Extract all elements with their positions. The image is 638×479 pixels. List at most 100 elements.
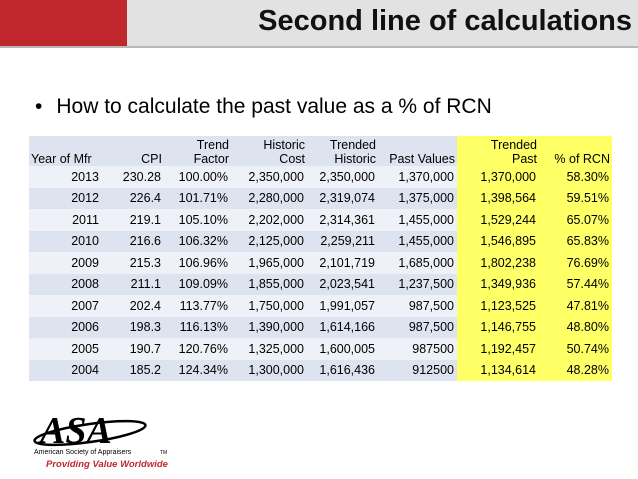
header-past-values: Past Values [378, 136, 457, 166]
table-row: 2011 219.1 105.10% 2,202,000 2,314,361 1,455,… [29, 209, 612, 231]
logo-letters: ASA [38, 410, 112, 452]
cell-trended-historic: 1,614,166 [307, 316, 378, 338]
table-row: 2010 216.6 106.32% 2,125,000 2,259,211 1,455,… [29, 230, 612, 252]
cell-trended-past: 1,398,564 [457, 187, 539, 209]
cell-percent-rcn: 59.51% [539, 187, 612, 209]
cell-historic-cost: 1,300,000 [231, 359, 307, 381]
cell-trended-historic: 1,616,436 [307, 359, 378, 381]
cell-trend-factor: 113.77% [164, 295, 231, 317]
table-row: 2006 198.3 116.13% 1,390,000 1,614,166 987,50… [29, 316, 612, 338]
cell-past-values: 1,375,000 [378, 187, 457, 209]
cell-cpi: 202.4 [103, 295, 164, 317]
cell-trend-factor: 109.09% [164, 273, 231, 295]
table-row: 2005 190.7 120.76% 1,325,000 1,600,005 987500… [29, 338, 612, 360]
cell-trended-past: 1,370,000 [457, 166, 539, 188]
cell-percent-rcn: 76.69% [539, 252, 612, 274]
cell-trend-factor: 106.96% [164, 252, 231, 274]
cell-cpi: 215.3 [103, 252, 164, 274]
cell-historic-cost: 1,750,000 [231, 295, 307, 317]
logo-org: American Society of Appraisers [34, 449, 132, 456]
table-row: 2007 202.4 113.77% 1,750,000 1,991,057 987,50… [29, 295, 612, 317]
table-header-row: Year of Mfr CPI Trend Factor Historic Cost… [29, 136, 612, 166]
header-cpi: CPI [103, 136, 164, 166]
cell-cpi: 216.6 [103, 230, 164, 252]
cell-year: 2009 [29, 252, 103, 274]
cell-trended-past: 1,349,936 [457, 273, 539, 295]
cell-historic-cost: 2,350,000 [231, 166, 307, 188]
cell-historic-cost: 2,125,000 [231, 230, 307, 252]
cell-trended-historic: 2,319,074 [307, 187, 378, 209]
cell-percent-rcn: 65.07% [539, 209, 612, 231]
cell-trended-past: 1,192,457 [457, 338, 539, 360]
table-row: 2013 230.28 100.00% 2,350,000 2,350,000 1,370… [29, 166, 612, 188]
cell-past-values: 987,500 [378, 295, 457, 317]
title-band: Second line of calculations [127, 0, 638, 46]
cell-historic-cost: 1,390,000 [231, 316, 307, 338]
asa-logo: ASA American Society of Appraisers TM Pr… [33, 410, 169, 470]
accent-bar [0, 0, 127, 46]
cell-percent-rcn: 65.83% [539, 230, 612, 252]
table-row: 2009 215.3 106.96% 1,965,000 2,101,719 1,685,… [29, 252, 612, 274]
cell-trended-past: 1,123,525 [457, 295, 539, 317]
cell-year: 2012 [29, 187, 103, 209]
cell-historic-cost: 1,325,000 [231, 338, 307, 360]
cell-cpi: 226.4 [103, 187, 164, 209]
cell-percent-rcn: 48.80% [539, 316, 612, 338]
cell-cpi: 198.3 [103, 316, 164, 338]
cell-historic-cost: 1,965,000 [231, 252, 307, 274]
title-divider [0, 46, 638, 48]
cell-trended-historic: 2,350,000 [307, 166, 378, 188]
cell-trend-factor: 124.34% [164, 359, 231, 381]
header-historic-cost: Historic Cost [231, 136, 307, 166]
cell-trend-factor: 106.32% [164, 230, 231, 252]
cell-past-values: 1,685,000 [378, 252, 457, 274]
cell-cpi: 185.2 [103, 359, 164, 381]
table-row: 2008 211.1 109.09% 1,855,000 2,023,541 1,237,… [29, 273, 612, 295]
calculation-table: Year of Mfr CPI Trend Factor Historic Cost… [29, 136, 612, 381]
table-row: 2004 185.2 124.34% 1,300,000 1,616,436 912500… [29, 359, 612, 381]
cell-trended-past: 1,546,895 [457, 230, 539, 252]
cell-year: 2008 [29, 273, 103, 295]
cell-cpi: 219.1 [103, 209, 164, 231]
cell-trended-past: 1,802,238 [457, 252, 539, 274]
cell-past-values: 912500 [378, 359, 457, 381]
header-trended-past: Trended Past [457, 136, 539, 166]
cell-percent-rcn: 57.44% [539, 273, 612, 295]
cell-percent-rcn: 47.81% [539, 295, 612, 317]
header-trended-historic: Trended Historic [307, 136, 378, 166]
cell-percent-rcn: 48.28% [539, 359, 612, 381]
cell-past-values: 1,370,000 [378, 166, 457, 188]
cell-trended-historic: 2,314,361 [307, 209, 378, 231]
cell-cpi: 190.7 [103, 338, 164, 360]
cell-year: 2005 [29, 338, 103, 360]
cell-past-values: 1,237,500 [378, 273, 457, 295]
cell-year: 2006 [29, 316, 103, 338]
cell-trended-historic: 2,023,541 [307, 273, 378, 295]
cell-percent-rcn: 58.30% [539, 166, 612, 188]
cell-trended-past: 1,529,244 [457, 209, 539, 231]
logo-swoosh [33, 419, 147, 447]
bullet-point: • How to calculate the past value as a % … [35, 95, 492, 119]
cell-year: 2011 [29, 209, 103, 231]
cell-year: 2007 [29, 295, 103, 317]
cell-trended-historic: 1,600,005 [307, 338, 378, 360]
cell-historic-cost: 2,202,000 [231, 209, 307, 231]
logo-tagline: Providing Value Worldwide [46, 459, 169, 470]
cell-past-values: 987,500 [378, 316, 457, 338]
cell-trend-factor: 116.13% [164, 316, 231, 338]
header-year: Year of Mfr [29, 136, 103, 166]
cell-past-values: 1,455,000 [378, 230, 457, 252]
cell-cpi: 230.28 [103, 166, 164, 188]
cell-cpi: 211.1 [103, 273, 164, 295]
cell-year: 2013 [29, 166, 103, 188]
cell-past-values: 1,455,000 [378, 209, 457, 231]
bullet-icon: • [35, 95, 43, 118]
cell-trended-historic: 2,259,211 [307, 230, 378, 252]
cell-past-values: 987500 [378, 338, 457, 360]
slide-title: Second line of calculations [258, 5, 632, 37]
cell-year: 2004 [29, 359, 103, 381]
cell-historic-cost: 1,855,000 [231, 273, 307, 295]
cell-trended-historic: 2,101,719 [307, 252, 378, 274]
logo-tm: TM [160, 450, 167, 456]
table-row: 2012 226.4 101.71% 2,280,000 2,319,074 1,375,… [29, 187, 612, 209]
